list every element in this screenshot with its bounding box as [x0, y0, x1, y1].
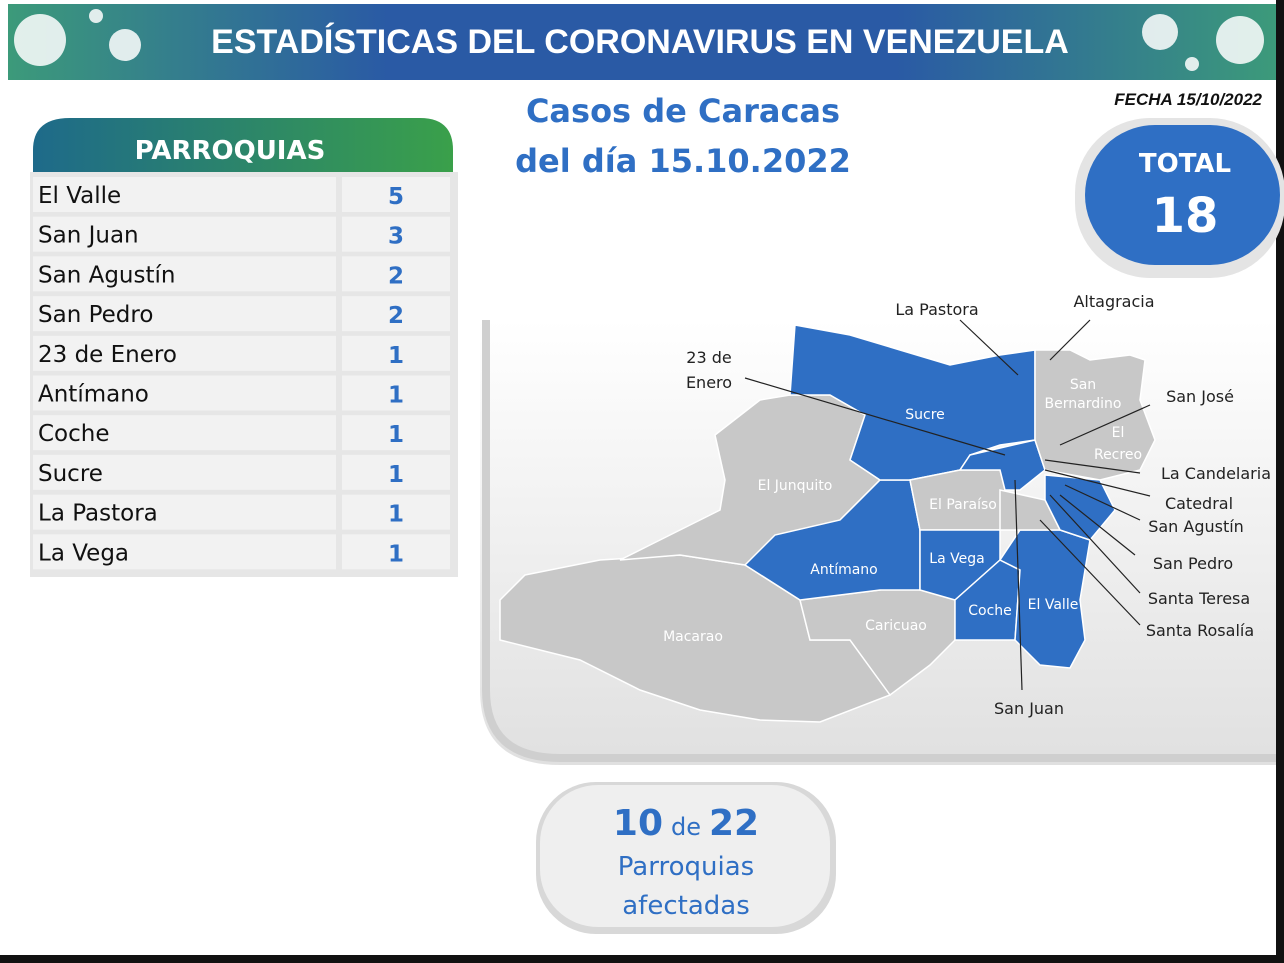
name-cell	[33, 534, 336, 570]
map-panel-edge	[482, 320, 1276, 762]
value-cell	[342, 534, 450, 570]
map	[499, 324, 1156, 723]
map-label: Recreo	[1094, 447, 1142, 463]
parish-name: La Pastora	[38, 501, 158, 527]
east-parishes	[1034, 349, 1156, 481]
map-label: Enero	[686, 373, 732, 392]
summary-box	[540, 785, 830, 927]
name-cell	[33, 177, 336, 212]
summary-line: afectadas	[622, 891, 750, 921]
subtitle: del día 15.10.2022	[515, 142, 851, 180]
map-label: El Valle	[1028, 597, 1079, 613]
map-label: Santa Teresa	[1148, 589, 1250, 608]
summary-line: Parroquias	[618, 852, 754, 882]
total-label: TOTAL	[1139, 149, 1231, 179]
map-label: San Juan	[994, 699, 1064, 718]
value-cell	[342, 335, 450, 371]
parish-cases: 1	[388, 343, 404, 369]
name-cell	[33, 454, 336, 490]
parish-name: La Vega	[38, 540, 129, 566]
header-title: ESTADÍSTICAS DEL CORONAVIRUS EN VENEZUEL…	[211, 23, 1069, 61]
map-label: Bernardino	[1045, 396, 1122, 412]
parish-name: Antímano	[38, 382, 149, 408]
map-label: Santa Rosalía	[1146, 621, 1254, 640]
parish-name: San Juan	[38, 223, 139, 249]
map-label: Sucre	[905, 407, 945, 423]
parish-cases: 1	[388, 422, 404, 448]
map-label: Catedral	[1165, 494, 1233, 513]
parish-cases: 1	[388, 462, 404, 488]
parish-cases: 2	[388, 263, 404, 289]
map-label: 23 de	[686, 348, 731, 367]
map-label: San José	[1166, 387, 1234, 406]
name-cell	[33, 375, 336, 411]
table-rows: El Valle 5 San Juan 3 San Agustín 2 San Pedro 2…	[30, 172, 458, 577]
map-label: Coche	[968, 603, 1012, 619]
map-labels: Sucre El Junquito El Paraíso Antímano La…	[663, 292, 1271, 718]
total-badge	[1085, 125, 1280, 265]
parish-name: Sucre	[38, 461, 103, 487]
value-cell	[342, 454, 450, 490]
virus-icons	[14, 9, 1264, 71]
connector: de	[671, 813, 701, 841]
parish-cases: 1	[388, 541, 404, 567]
parish-name: El Valle	[38, 183, 121, 209]
san-juan	[999, 489, 1062, 531]
parish-name: 23 de Enero	[38, 342, 177, 368]
value-cell	[342, 494, 450, 530]
parish-cases: 1	[388, 502, 404, 528]
map-label: San Agustín	[1148, 517, 1244, 536]
map-label: Macarao	[663, 629, 723, 645]
map-label: El Paraíso	[929, 497, 997, 513]
parish-cases: 1	[388, 383, 404, 409]
bottom-frame	[0, 955, 1284, 963]
parish-cases: 3	[388, 224, 404, 250]
subtitle: Casos de Caracas	[526, 92, 840, 130]
map-label: Caricuao	[865, 618, 927, 634]
name-cell	[33, 216, 336, 252]
summary-count: 10 de 22	[613, 803, 759, 844]
total-value: 18	[1152, 188, 1219, 244]
map-label: San Pedro	[1153, 554, 1233, 573]
right-frame	[1276, 0, 1284, 963]
name-cell	[33, 335, 336, 371]
value-cell	[342, 177, 450, 212]
parish-name: San Pedro	[38, 302, 153, 328]
header-banner	[8, 4, 1276, 80]
leader-lines	[744, 319, 1151, 691]
name-cell	[33, 494, 336, 530]
parish-cases: 2	[388, 303, 404, 329]
value-cell	[342, 256, 450, 292]
map-label: Altagracia	[1073, 292, 1154, 311]
map-label: El Junquito	[758, 478, 833, 494]
map-label: La Vega	[929, 551, 984, 567]
value-cell	[342, 415, 450, 451]
value-cell	[342, 375, 450, 411]
date: FECHA 15/10/2022	[1114, 90, 1262, 109]
map-label: El	[1112, 425, 1125, 441]
parish-name: San Agustín	[38, 262, 175, 288]
name-cell	[33, 256, 336, 292]
map-label: La Pastora	[895, 300, 978, 319]
map-label: Antímano	[810, 562, 877, 578]
map-label: La Candelaria	[1161, 464, 1271, 483]
table-header: PARROQUIAS	[135, 136, 326, 166]
parish-name: Coche	[38, 421, 110, 447]
name-cell	[33, 296, 336, 332]
name-cell	[33, 415, 336, 451]
affected: 10	[613, 803, 663, 844]
parish-cases: 5	[388, 184, 404, 210]
value-cell	[342, 296, 450, 332]
value-cell	[342, 216, 450, 252]
table-header-bg	[33, 118, 453, 172]
parishes: 22	[709, 803, 759, 844]
map-label: San	[1070, 377, 1096, 393]
